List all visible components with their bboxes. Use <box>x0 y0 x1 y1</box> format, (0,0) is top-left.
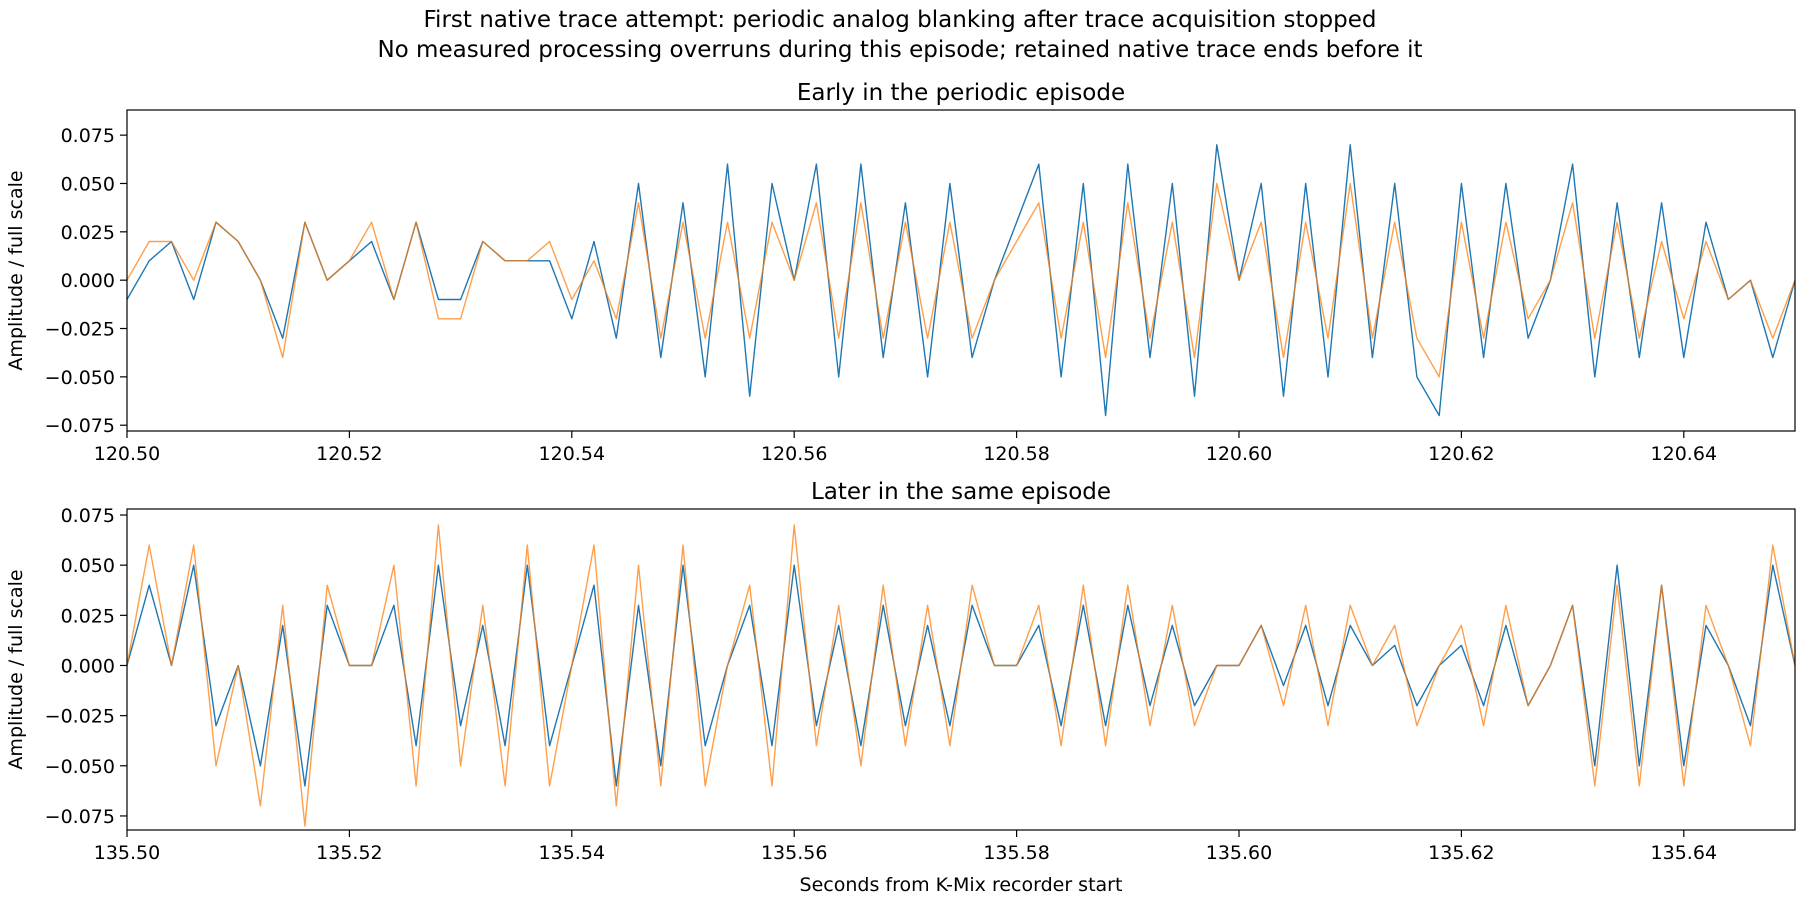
x-axis-label: Seconds from K-Mix recorder start <box>800 874 1123 896</box>
y-tick-label: −0.050 <box>45 756 115 778</box>
axes-frame <box>126 508 1796 831</box>
y-tick-label: −0.025 <box>45 706 115 728</box>
x-tick-label: 135.58 <box>983 842 1049 864</box>
y-tick-label: 0.050 <box>61 173 115 195</box>
y-tick-label: 0.025 <box>61 605 115 627</box>
panel-title: Later in the same episode <box>811 479 1111 505</box>
series-line-1 <box>127 524 1795 827</box>
plot-area <box>127 144 1795 417</box>
plot-area <box>127 524 1795 827</box>
x-tick-label: 135.64 <box>1651 842 1717 864</box>
x-tick-label: 135.62 <box>1428 842 1494 864</box>
x-tick-label: 120.54 <box>539 443 605 465</box>
panel-later: Later in the same episode 135.50 135.52 135… <box>5 479 1796 896</box>
y-tick-label: −0.075 <box>45 806 115 828</box>
y-tick-label: 0.075 <box>61 505 115 527</box>
panel-early: Early in the periodic episode 120.50 120.5… <box>5 80 1796 465</box>
suptitle-line-2: No measured processing overruns during t… <box>377 37 1422 63</box>
x-tick-label: 120.50 <box>94 443 160 465</box>
x-tick-label: 135.56 <box>761 842 827 864</box>
y-tick-label: −0.050 <box>45 367 115 389</box>
x-tick-label: 120.56 <box>761 443 827 465</box>
y-tick-label: 0.000 <box>61 270 115 292</box>
axes-frame <box>126 109 1796 432</box>
series-line-1 <box>127 182 1795 378</box>
x-tick-label: 135.60 <box>1206 842 1272 864</box>
x-tick-label: 120.64 <box>1651 443 1717 465</box>
x-tick-label: 120.62 <box>1428 443 1494 465</box>
y-tick-label: −0.075 <box>45 415 115 437</box>
y-axis-label: Amplitude / full scale <box>5 569 27 769</box>
x-tick-label: 135.54 <box>539 842 605 864</box>
x-tick-label: 120.60 <box>1206 443 1272 465</box>
x-tick-label: 120.58 <box>983 443 1049 465</box>
suptitle-line-1: First native trace attempt: periodic ana… <box>424 7 1377 33</box>
x-tick-label: 135.50 <box>94 842 160 864</box>
y-tick-label: 0.025 <box>61 222 115 244</box>
y-tick-label: −0.025 <box>45 319 115 341</box>
panel-title: Early in the periodic episode <box>797 80 1125 106</box>
y-tick-label: 0.000 <box>61 655 115 677</box>
x-tick-label: 135.52 <box>316 842 382 864</box>
y-tick-label: 0.075 <box>61 125 115 147</box>
x-tick-label: 120.52 <box>316 443 382 465</box>
y-tick-label: 0.050 <box>61 555 115 577</box>
y-axis-label: Amplitude / full scale <box>5 170 27 370</box>
